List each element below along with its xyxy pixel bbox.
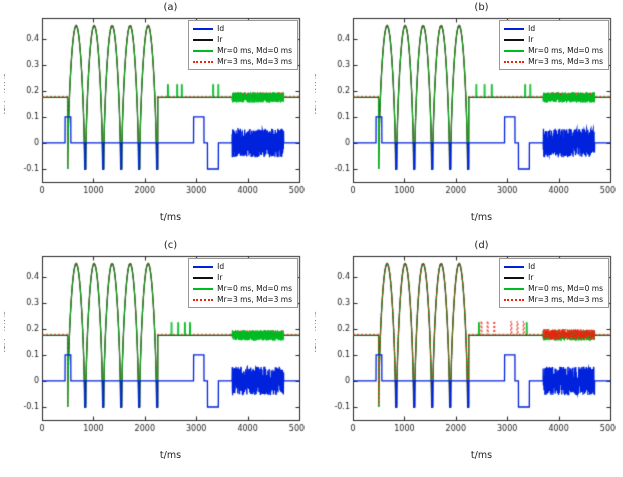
legend-label: Mr=3 ms, Md=3 ms: [528, 57, 603, 66]
subplot-a-xlabel: t/ms: [159, 212, 182, 223]
legend-label: Mr=0 ms, Md=0 ms: [528, 46, 603, 55]
legend-entry: Mr=0 ms, Md=0 ms: [504, 283, 603, 294]
legend-line-sample: [504, 265, 525, 268]
subplot-b-xlabel: t/ms: [470, 212, 493, 223]
legend-label: Id: [528, 24, 536, 33]
legend-line-sample: [504, 298, 525, 301]
subplot-b-title: (b): [474, 2, 489, 13]
legend-entry: Ir: [193, 34, 292, 45]
legend-entry: Mr=3 ms, Md=3 ms: [504, 294, 603, 305]
legend-line-sample: [504, 287, 525, 290]
legend-line-sample: [504, 60, 525, 63]
legend-label: Mr=3 ms, Md=3 ms: [217, 57, 292, 66]
legend-label: Mr=0 ms, Md=0 ms: [528, 284, 603, 293]
legend-label: Id: [528, 262, 536, 271]
legend-label: Mr=3 ms, Md=3 ms: [217, 295, 292, 304]
legend-entry: Ir: [504, 34, 603, 45]
legend-label: Ir: [528, 273, 534, 282]
legend-line-sample: [504, 49, 525, 52]
legend-line-sample: [504, 38, 525, 41]
subplot-b-legend: Id Ir Mr=0 ms, Md=0 ms Mr=3 ms, Md=3 ms: [499, 20, 609, 70]
legend-entry: Id: [193, 23, 292, 34]
legend-entry: Mr=3 ms, Md=3 ms: [504, 56, 603, 67]
subplot-c-title: (c): [163, 240, 178, 251]
legend-entry: Mr=3 ms, Md=3 ms: [193, 56, 292, 67]
legend-line-sample: [193, 49, 214, 52]
legend-label: Mr=0 ms, Md=0 ms: [217, 284, 292, 293]
legend-entry: Mr=0 ms, Md=0 ms: [193, 283, 292, 294]
legend-entry: Mr=0 ms, Md=0 ms: [193, 45, 292, 56]
legend-entry: Ir: [504, 272, 603, 283]
legend-line-sample: [193, 27, 214, 30]
legend-line-sample: [193, 298, 214, 301]
legend-line-sample: [193, 287, 214, 290]
legend-label: Ir: [217, 35, 223, 44]
legend-label: Ir: [528, 35, 534, 44]
legend-entry: Ir: [193, 272, 292, 283]
subplot-d-xlabel: t/ms: [470, 450, 493, 461]
legend-label: Ir: [217, 273, 223, 282]
legend-line-sample: [193, 276, 214, 279]
legend-line-sample: [193, 265, 214, 268]
legend-entry: Id: [504, 23, 603, 34]
subplot-c-xlabel: t/ms: [159, 450, 182, 461]
subplot-a-title: (a): [163, 2, 178, 13]
subplot-a-legend: Id Ir Mr=0 ms, Md=0 ms Mr=3 ms, Md=3 ms: [188, 20, 298, 70]
subplot-d-legend: Id Ir Mr=0 ms, Md=0 ms Mr=3 ms, Md=3 ms: [499, 258, 609, 308]
legend-line-sample: [504, 276, 525, 279]
legend-line-sample: [193, 60, 214, 63]
legend-line-sample: [504, 27, 525, 30]
subplot-c-legend: Id Ir Mr=0 ms, Md=0 ms Mr=3 ms, Md=3 ms: [188, 258, 298, 308]
legend-entry: Id: [193, 261, 292, 272]
legend-line-sample: [193, 38, 214, 41]
legend-entry: Id: [504, 261, 603, 272]
legend-label: Mr=0 ms, Md=0 ms: [217, 46, 292, 55]
legend-entry: Mr=0 ms, Md=0 ms: [504, 45, 603, 56]
subplot-d-title: (d): [474, 240, 489, 251]
legend-label: Id: [217, 24, 225, 33]
legend-entry: Mr=3 ms, Md=3 ms: [193, 294, 292, 305]
legend-label: Id: [217, 262, 225, 271]
legend-label: Mr=3 ms, Md=3 ms: [528, 295, 603, 304]
